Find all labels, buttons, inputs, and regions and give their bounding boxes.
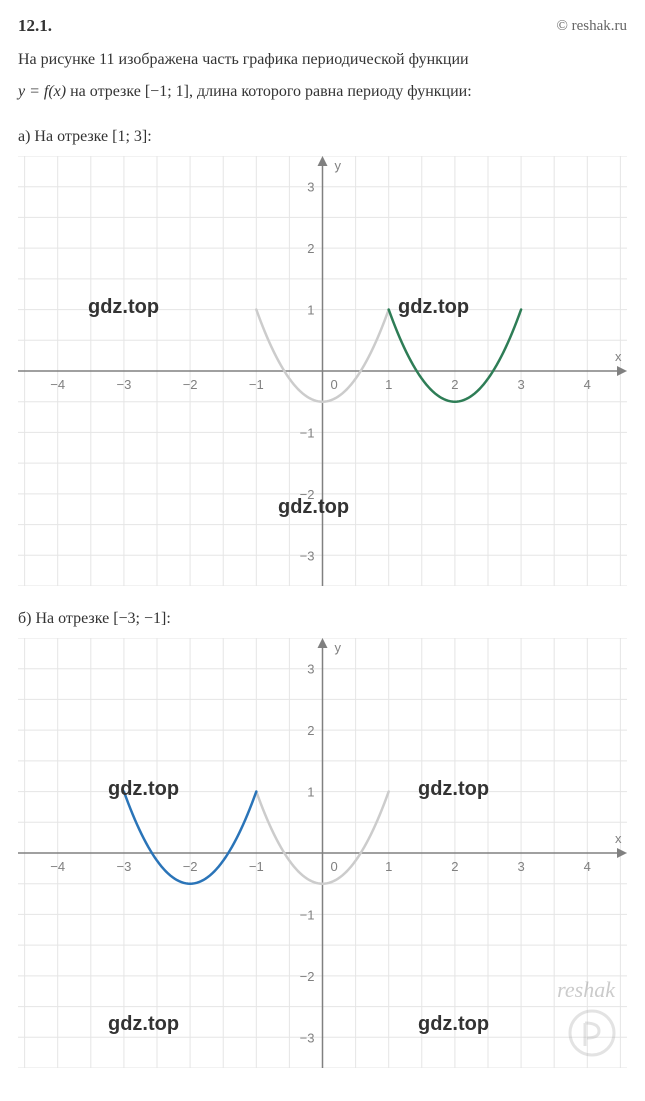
svg-text:3: 3 <box>307 661 314 676</box>
svg-text:y: y <box>335 158 342 173</box>
svg-text:1: 1 <box>385 377 392 392</box>
svg-text:−4: −4 <box>50 377 65 392</box>
svg-text:x: x <box>615 831 622 846</box>
header: 12.1. © reshak.ru <box>18 12 627 39</box>
svg-text:4: 4 <box>584 859 591 874</box>
svg-text:−2: −2 <box>300 968 315 983</box>
svg-text:4: 4 <box>584 377 591 392</box>
svg-text:−3: −3 <box>300 548 315 563</box>
svg-text:−3: −3 <box>116 859 131 874</box>
svg-text:2: 2 <box>307 241 314 256</box>
problem-number: 12.1. <box>18 12 52 39</box>
svg-text:1: 1 <box>307 784 314 799</box>
svg-text:−2: −2 <box>300 487 315 502</box>
formula: y = f(x) <box>18 83 66 100</box>
svg-text:3: 3 <box>307 180 314 195</box>
chart-a-wrap: −4−3−2−101234−3−2−1123xy gdz.topgdz.topg… <box>18 156 627 586</box>
svg-text:x: x <box>615 349 622 364</box>
problem-text-line2: y = f(x) на отрезке [−1; 1], длина котор… <box>18 79 627 105</box>
problem-text-line1: На рисунке 11 изображена часть графика п… <box>18 47 627 73</box>
svg-text:2: 2 <box>451 377 458 392</box>
svg-text:−2: −2 <box>183 859 198 874</box>
copyright: © reshak.ru <box>556 14 627 38</box>
svg-text:−3: −3 <box>300 1030 315 1045</box>
svg-text:0: 0 <box>331 859 338 874</box>
svg-text:2: 2 <box>307 723 314 738</box>
svg-text:1: 1 <box>385 859 392 874</box>
svg-text:−4: −4 <box>50 859 65 874</box>
text-end: , длина которого равна периоду функции: <box>189 83 472 100</box>
section-b-label: б) На отрезке [−3; −1]: <box>18 606 627 632</box>
svg-text:y: y <box>335 640 342 655</box>
svg-text:1: 1 <box>307 303 314 318</box>
svg-text:−3: −3 <box>116 377 131 392</box>
svg-text:3: 3 <box>517 859 524 874</box>
text-mid: на отрезке <box>66 83 145 100</box>
interval: [−1; 1] <box>145 83 189 100</box>
svg-text:−1: −1 <box>249 377 264 392</box>
svg-text:3: 3 <box>517 377 524 392</box>
section-a-label: а) На отрезке [1; 3]: <box>18 124 627 150</box>
svg-text:−1: −1 <box>300 907 315 922</box>
svg-text:2: 2 <box>451 859 458 874</box>
chart-a: −4 −3 −2 −1 0 1 2 3 4 −3 −2 −1 1 2 3 x y <box>18 156 627 586</box>
svg-text:0: 0 <box>331 377 338 392</box>
svg-text:−1: −1 <box>249 859 264 874</box>
chart-b: −4 −3 −2 −1 0 1 2 3 4 −3 −2 −1 1 2 3 x y <box>18 638 627 1068</box>
svg-text:−1: −1 <box>300 425 315 440</box>
chart-b-wrap: −4−3−2−101234−3−2−1123xy gdz.topgdz.topg… <box>18 638 627 1068</box>
svg-text:−2: −2 <box>183 377 198 392</box>
